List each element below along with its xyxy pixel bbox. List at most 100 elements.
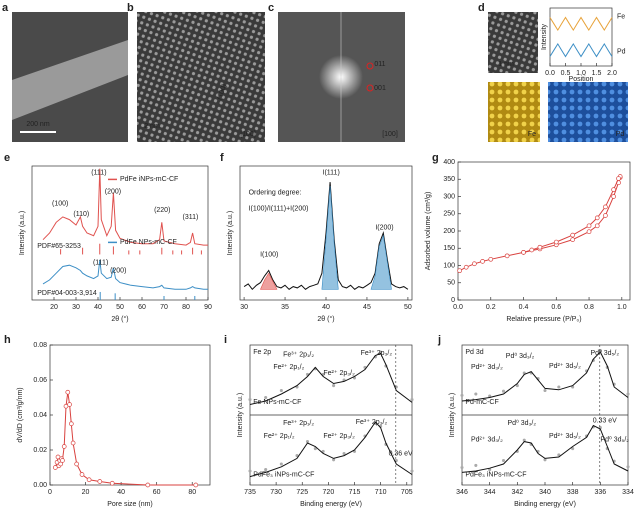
- data-point: [109, 480, 115, 486]
- data-point: [611, 194, 616, 199]
- x-tick-label: 50: [404, 304, 412, 311]
- panel-letter: b: [127, 2, 134, 14]
- annotation: (311): [182, 214, 198, 221]
- x-tick-label: 0.2: [486, 304, 496, 311]
- annotation: (110): [73, 211, 89, 218]
- series-line: [249, 421, 413, 478]
- peak-area: [321, 186, 339, 290]
- x-tick-label: 0.0: [453, 304, 463, 311]
- data-point: [603, 204, 608, 210]
- annotation: I(100): [260, 251, 278, 258]
- x-tick-label: 346: [456, 489, 468, 496]
- haadf-inset: [488, 12, 538, 73]
- panel-letter: f: [220, 152, 224, 164]
- x-tick-label: 60: [153, 489, 161, 496]
- panel-letter: i: [224, 334, 227, 346]
- data-point: [68, 421, 74, 427]
- annotation: Pd⁰ 3d₅/₂: [600, 435, 629, 443]
- series-line: [54, 392, 196, 486]
- x-tick-label: 720: [323, 489, 335, 496]
- annotation: Pd⁰ 3d₅/₂: [590, 349, 619, 357]
- x-tick-label: 338: [567, 489, 579, 496]
- data-point: [410, 398, 414, 402]
- annotation: (200): [110, 267, 126, 274]
- x-tick-label: 20: [82, 489, 90, 496]
- data-point: [457, 268, 462, 274]
- x-axis-label: Pore size (nm): [107, 501, 153, 508]
- image-label: 2 nm: [144, 123, 160, 130]
- data-point: [97, 479, 103, 484]
- panel-letter: e: [4, 152, 10, 164]
- data-point: [626, 465, 630, 469]
- data-point: [248, 469, 252, 473]
- image-label: 001: [374, 85, 386, 92]
- series-line: [549, 42, 613, 58]
- panel-letter: g: [432, 152, 439, 164]
- data-point: [586, 229, 592, 235]
- data-point: [616, 176, 621, 181]
- data-point: [529, 247, 535, 253]
- y-tick-label: 0.04: [33, 412, 47, 419]
- data-point: [537, 244, 543, 250]
- fft-spot: [366, 62, 374, 70]
- x-tick-label: 30: [72, 304, 80, 311]
- x-tick-label: 40: [322, 304, 330, 311]
- data-point: [501, 458, 506, 463]
- peak-area: [370, 234, 392, 290]
- x-tick-label: 70: [160, 304, 168, 311]
- annotation: (100): [52, 200, 68, 207]
- x-tick-label: 40: [117, 489, 125, 496]
- y-tick-label: 50: [447, 280, 455, 287]
- x-axis-label: Binding energy (eV): [514, 501, 576, 508]
- legend-label: PdFe NPs-mC-CF: [120, 239, 177, 246]
- y-axis-label: dV/dD (cm³/g/nm): [17, 387, 24, 442]
- fft-spot: [366, 84, 374, 92]
- annotation: Pd-mC-CF: [465, 399, 498, 406]
- plot-frame: [31, 165, 209, 301]
- x-axis-label: Relative pressure (P/P₀): [506, 316, 581, 323]
- data-point: [611, 187, 616, 192]
- data-point: [193, 482, 199, 488]
- annotation: (111): [91, 170, 106, 177]
- panel-letter: d: [478, 2, 485, 14]
- x-tick-label: 0.5: [561, 70, 571, 77]
- x-tick-label: 0.4: [519, 304, 529, 311]
- x-axis-label: Binding energy (eV): [300, 501, 362, 508]
- data-point: [264, 395, 268, 400]
- image-label: [100]: [382, 131, 398, 138]
- annotation: Fe²⁺ 2p₃/₂: [323, 370, 355, 377]
- series-line: [249, 352, 413, 405]
- y-tick-label: 250: [443, 211, 455, 218]
- data-point: [626, 392, 630, 396]
- annotation: PdFe₃ iNPs-mC-CF: [253, 471, 314, 478]
- x-tick-label: 725: [296, 489, 308, 496]
- data-point: [460, 393, 464, 397]
- data-point: [332, 458, 336, 462]
- data-point: [543, 458, 547, 462]
- data-point: [332, 384, 336, 388]
- data-point: [305, 440, 310, 444]
- data-point: [65, 389, 71, 395]
- x-tick-label: 35: [281, 304, 289, 311]
- legend-label: PdFe iNPs-mC-CF: [120, 176, 178, 183]
- annotation: Pd²⁺ 3d₅/₂: [549, 433, 581, 440]
- legend-label: Pd: [617, 48, 626, 55]
- data-point: [594, 215, 600, 221]
- y-tick-label: 400: [443, 159, 455, 166]
- x-tick-label: 50: [116, 304, 124, 311]
- data-point: [321, 449, 325, 453]
- x-tick-label: 0.0: [545, 70, 555, 77]
- annotation: Fe²⁺ 2p₁/₂: [264, 433, 295, 440]
- y-tick-label: 0.06: [33, 377, 47, 384]
- data-point: [472, 261, 477, 267]
- annotation: Pd⁰ 3d₃/₂: [507, 419, 536, 427]
- annotation: Fe NPs-mC-CF: [253, 399, 301, 406]
- data-point: [488, 256, 494, 262]
- data-point: [603, 213, 608, 218]
- y-tick-label: 150: [443, 245, 455, 252]
- fe-map: [488, 82, 540, 142]
- legend-label: Fe: [617, 14, 625, 21]
- data-point: [279, 462, 283, 466]
- y-tick-label: 300: [443, 193, 455, 200]
- plot-frame: [49, 344, 211, 486]
